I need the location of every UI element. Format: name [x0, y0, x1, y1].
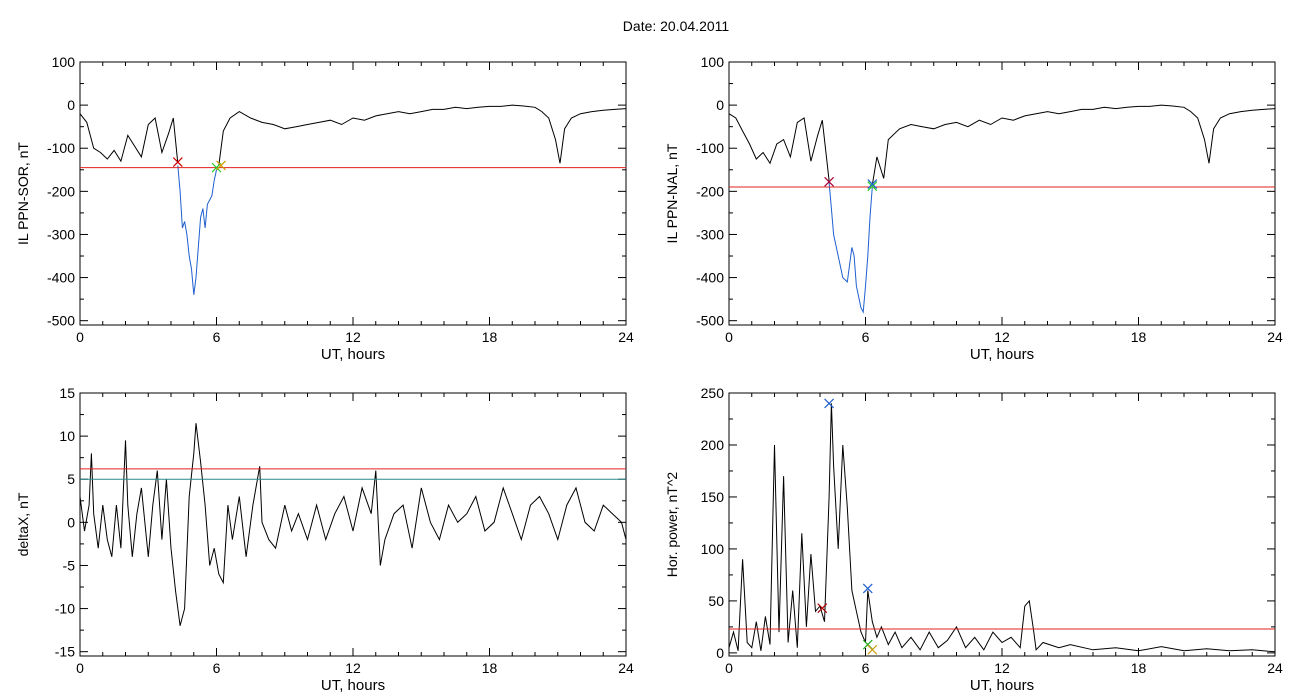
event-marker-3-0 — [817, 603, 828, 614]
x-tick-label-1: 24 — [1267, 329, 1283, 345]
x-tick-label-0: 0 — [76, 329, 84, 345]
y-tick-label-2: 0 — [67, 514, 75, 530]
series-line-3-0 — [728, 403, 1276, 653]
y-tick-label-3: 150 — [701, 489, 725, 505]
y-tick-label-2: 10 — [59, 428, 75, 444]
y-tick-label-0: -300 — [47, 226, 75, 242]
y-tick-label-3: 0 — [716, 645, 724, 661]
y-tick-label-0: -200 — [47, 183, 75, 199]
y-tick-label-0: -400 — [47, 270, 75, 286]
y-tick-label-0: -100 — [47, 140, 75, 156]
y-tick-label-3: 250 — [701, 385, 725, 401]
y-tick-label-1: -400 — [696, 270, 724, 286]
event-marker-3-1 — [824, 398, 835, 409]
plot-frame-3 — [728, 392, 1276, 657]
y-tick-label-0: 0 — [67, 97, 75, 113]
y-tick-label-2: 15 — [59, 385, 75, 401]
x-tick-label-2: 24 — [618, 660, 634, 676]
x-tick-label-2: 0 — [76, 660, 84, 676]
y-tick-label-0: -500 — [47, 313, 75, 329]
y-tick-label-1: 100 — [701, 54, 725, 70]
x-tick-label-3: 24 — [1267, 660, 1283, 676]
plot-frame-0 — [79, 61, 627, 326]
y-axis-label-3: Hor. power, nT^2 — [664, 472, 680, 578]
event-marker-3-2 — [862, 583, 873, 594]
page-title: Date: 20.04.2011 — [622, 18, 730, 34]
x-axis-label-1: UT, hours — [970, 346, 1034, 363]
series-line-0-1 — [177, 165, 220, 295]
x-axis-label-2: UT, hours — [321, 677, 385, 694]
x-tick-label-3: 12 — [994, 660, 1010, 676]
x-tick-label-0: 12 — [345, 329, 361, 345]
y-tick-label-3: 100 — [701, 541, 725, 557]
plot-frame-1 — [728, 61, 1276, 326]
y-axis-label-1: IL PPN-NAL, nT — [664, 143, 680, 243]
event-marker-3-4 — [867, 644, 878, 655]
x-tick-label-1: 18 — [1131, 329, 1147, 345]
y-tick-label-2: -15 — [55, 644, 75, 660]
x-tick-label-2: 12 — [345, 660, 361, 676]
x-axis-label-0: UT, hours — [321, 346, 385, 363]
x-tick-label-1: 12 — [994, 329, 1010, 345]
y-tick-label-2: -10 — [55, 601, 75, 617]
x-tick-label-3: 6 — [862, 660, 870, 676]
series-line-1-1 — [828, 182, 873, 314]
y-tick-label-1: -500 — [696, 313, 724, 329]
event-marker-1-0 — [824, 176, 835, 187]
x-tick-label-3: 0 — [725, 660, 733, 676]
x-tick-label-2: 18 — [482, 660, 498, 676]
x-tick-label-2: 6 — [213, 660, 221, 676]
plot-frame-2 — [79, 392, 627, 657]
x-tick-label-0: 24 — [618, 329, 634, 345]
x-tick-label-0: 18 — [482, 329, 498, 345]
y-tick-label-3: 50 — [708, 593, 724, 609]
y-tick-label-0: 100 — [52, 54, 76, 70]
series-line-1-2 — [871, 104, 1276, 185]
y-tick-label-2: -5 — [63, 557, 76, 573]
y-tick-label-1: -100 — [696, 140, 724, 156]
event-marker-1-2 — [867, 179, 878, 189]
y-tick-label-3: 200 — [701, 437, 725, 453]
y-tick-label-2: 5 — [67, 471, 75, 487]
series-line-1-0 — [728, 113, 830, 181]
series-line-0-0 — [79, 113, 179, 164]
event-marker-1-1 — [867, 181, 878, 192]
event-marker-0-2 — [216, 160, 226, 171]
series-line-0-2 — [218, 104, 627, 166]
y-axis-label-2: deltaX, nT — [15, 492, 31, 556]
series-line-2-0 — [79, 423, 627, 626]
y-tick-label-1: -200 — [696, 183, 724, 199]
y-axis-label-0: IL PPN-SOR, nT — [15, 142, 31, 245]
x-tick-label-1: 0 — [725, 329, 733, 345]
x-tick-label-0: 6 — [213, 329, 221, 345]
x-tick-label-3: 18 — [1131, 660, 1147, 676]
x-tick-label-1: 6 — [862, 329, 870, 345]
y-tick-label-1: -300 — [696, 226, 724, 242]
y-tick-label-1: 0 — [716, 97, 724, 113]
x-axis-label-3: UT, hours — [970, 677, 1034, 694]
event-marker-0-0 — [172, 157, 183, 167]
